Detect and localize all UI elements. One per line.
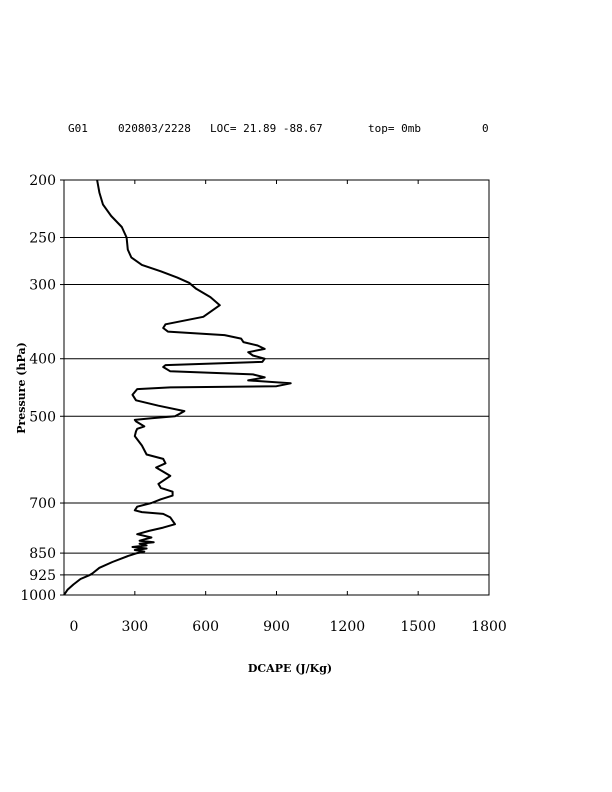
y-tick-label-250: 250: [29, 231, 56, 247]
y-tick-label-300: 300: [29, 278, 56, 294]
x-tick-label-1500: 1500: [400, 619, 436, 635]
dcape-series: [63, 179, 292, 596]
header-station: G01: [68, 122, 88, 135]
x-axis-title: DCAPE (J/Kg): [248, 662, 332, 675]
y-tick-label-400: 400: [29, 352, 56, 368]
y-axis-ticks: [60, 179, 64, 596]
x-tick-label-600: 600: [192, 619, 219, 635]
header-location: LOC= 21.89 -88.67: [210, 122, 323, 135]
y-tick-label-500: 500: [29, 409, 56, 425]
header-datetime: 020803/2228: [118, 122, 191, 135]
chart-header: G01 020803/2228 LOC= 21.89 -88.67 top= 0…: [68, 122, 489, 135]
x-tick-label-1800: 1800: [471, 619, 507, 635]
y-tick-label-700: 700: [29, 496, 56, 512]
series-line-0: [63, 179, 292, 596]
y-axis-tick-labels: 200 250 300 400 500 700 850 925 1000: [20, 173, 56, 604]
x-axis-tick-labels: 0 300 600 900 1200 1500 1800: [70, 619, 507, 635]
header-top: top= 0mb: [368, 122, 421, 135]
y-tick-label-850: 850: [29, 546, 56, 562]
x-tick-label-0: 0: [70, 619, 79, 635]
x-tick-label-1200: 1200: [330, 619, 366, 635]
y-axis-title: Pressure (hPa): [15, 342, 28, 434]
y-tick-label-200: 200: [29, 173, 56, 189]
header-value: 0: [482, 122, 489, 135]
y-tick-label-1000: 1000: [20, 588, 56, 604]
pressure-grid: [64, 237, 489, 576]
y-tick-label-925: 925: [29, 568, 56, 584]
x-tick-label-900: 900: [263, 619, 290, 635]
x-tick-label-300: 300: [121, 619, 148, 635]
x-axis-ticks: [63, 180, 490, 595]
